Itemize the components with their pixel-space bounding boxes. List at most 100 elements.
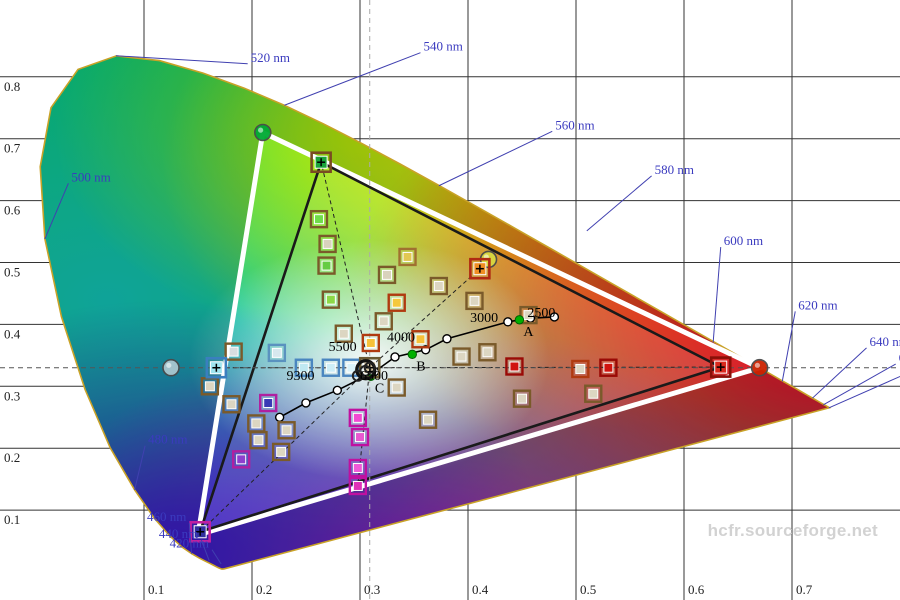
color-patch-marker <box>309 209 329 229</box>
color-patch-marker <box>512 389 532 408</box>
illuminant-point-b <box>407 349 417 360</box>
marker-yellow-meas <box>469 257 491 280</box>
color-patch-marker <box>584 384 603 403</box>
color-patch-marker <box>348 408 368 428</box>
color-patch-marker <box>374 312 393 331</box>
color-patch-marker <box>387 293 406 312</box>
color-patch-marker <box>519 305 538 325</box>
wavelength-label-460nm: 460 nm <box>147 509 186 524</box>
color-patch-marker <box>317 256 336 275</box>
color-patch-marker <box>411 330 430 349</box>
wavelength-leader-line <box>781 311 796 382</box>
marker-red-ref <box>750 358 769 377</box>
illuminant-label-c: C <box>375 381 384 396</box>
color-patch-marker <box>231 450 251 469</box>
saturation-line <box>369 366 721 369</box>
illuminant-label-a: A <box>523 325 534 340</box>
color-patch-marker <box>294 358 314 377</box>
wavelength-leader-line <box>812 347 867 399</box>
x-tick-label: 0.7 <box>796 582 813 597</box>
x-tick-label: 0.1 <box>148 582 164 597</box>
color-patch-marker <box>348 476 368 496</box>
color-patch-marker <box>387 378 406 397</box>
ct-label-5500: 5500 <box>329 340 357 355</box>
color-patch-marker <box>571 359 590 379</box>
planckian-point <box>390 352 400 362</box>
wavelength-labels: 520 nm 540 nm 500 nm 560 nm 580 nm 600 nm 620 … <box>44 39 900 565</box>
wavelength-label-660nm: 660 nm <box>899 350 900 365</box>
wavelength-label-440nm: 440 nm <box>159 526 198 541</box>
planckian-point <box>549 312 560 322</box>
color-patch-marker <box>505 357 524 376</box>
x-tick-label: 0.5 <box>580 582 596 597</box>
color-patch-marker <box>452 347 471 366</box>
marker-red-meas <box>709 356 732 378</box>
marker-cyan-meas <box>205 356 228 379</box>
ct-label-2500: 2500 <box>527 306 555 321</box>
color-patch-marker <box>222 395 241 414</box>
axis-tick-labels: 0.1 0.2 0.3 0.4 0.5 0.6 0.7 0.1 0.2 0.3 0.4 0.5 0.6 0… <box>4 79 813 597</box>
ct-label-4000: 4000 <box>387 331 415 346</box>
measured-gamut-outline <box>198 160 725 534</box>
color-patch-marker <box>321 358 341 377</box>
saturation-line <box>320 162 371 368</box>
color-patch-marker <box>465 291 484 311</box>
wavelength-leader-line <box>211 549 222 565</box>
wavelength-leader-line <box>134 445 146 490</box>
reference-gamut-outline <box>194 128 767 539</box>
wavelength-leader-line <box>823 363 896 406</box>
color-patch-marker <box>429 276 449 296</box>
x-tick-label: 0.3 <box>364 582 380 597</box>
color-patch-marker <box>321 290 341 309</box>
color-patch-marker <box>377 265 397 285</box>
y-tick-label: 0.7 <box>4 141 21 156</box>
planckian-point <box>503 317 513 327</box>
illuminant-point-a <box>514 315 525 325</box>
marker-cyan-ref <box>162 358 180 377</box>
color-checker-patches <box>200 209 618 496</box>
wavelength-label-580nm: 580 nm <box>655 162 694 177</box>
color-patch-marker <box>398 247 417 267</box>
wavelength-label-500nm: 500 nm <box>71 169 110 184</box>
illuminant-label-b: B <box>416 359 425 374</box>
marker-blue-meas <box>189 520 211 543</box>
y-tick-label: 0.2 <box>4 450 20 465</box>
wavelength-leader-line <box>44 183 69 240</box>
wavelength-label-560nm: 560 nm <box>555 117 594 132</box>
wavelength-label-620nm: 620 nm <box>798 297 837 312</box>
wavelength-leader-line <box>188 523 193 554</box>
marker-green-meas <box>310 151 332 174</box>
color-patch-marker <box>361 333 380 353</box>
wavelength-label-600nm: 600 nm <box>724 233 763 248</box>
planckian-point <box>442 334 452 344</box>
greyscale-point <box>351 369 364 382</box>
color-patch-marker <box>348 458 368 478</box>
wavelength-leader-line <box>438 130 553 187</box>
primary-markers <box>162 123 769 543</box>
saturation-line <box>199 367 371 533</box>
y-tick-label: 0.6 <box>4 203 21 218</box>
wavelength-leader-line <box>284 52 421 106</box>
color-patch-marker <box>271 442 291 462</box>
wavelength-leader-line <box>712 246 722 343</box>
planckian-point <box>301 398 311 408</box>
color-patch-marker <box>478 343 497 362</box>
marker-green-ref <box>253 123 272 142</box>
wavelength-leader-line <box>115 55 248 65</box>
wavelength-label-480nm: 480 nm <box>148 432 187 447</box>
y-tick-label: 0.8 <box>4 79 20 94</box>
ct-label-9300: 9300 <box>287 369 315 384</box>
x-tick-label: 0.6 <box>688 582 705 597</box>
color-patch-marker <box>259 393 278 413</box>
wavelength-label-540nm: 540 nm <box>423 39 462 54</box>
saturation-line <box>369 268 481 369</box>
wavelength-leader-line <box>200 539 210 562</box>
color-patch-marker <box>418 410 438 429</box>
wavelength-label-520nm: 520 nm <box>251 50 290 65</box>
y-tick-label: 0.3 <box>4 388 20 403</box>
x-tick-label: 0.4 <box>472 582 489 597</box>
color-patch-marker <box>350 427 370 447</box>
ct-label-6500: 6500 <box>360 369 388 384</box>
color-patch-marker <box>277 421 296 440</box>
